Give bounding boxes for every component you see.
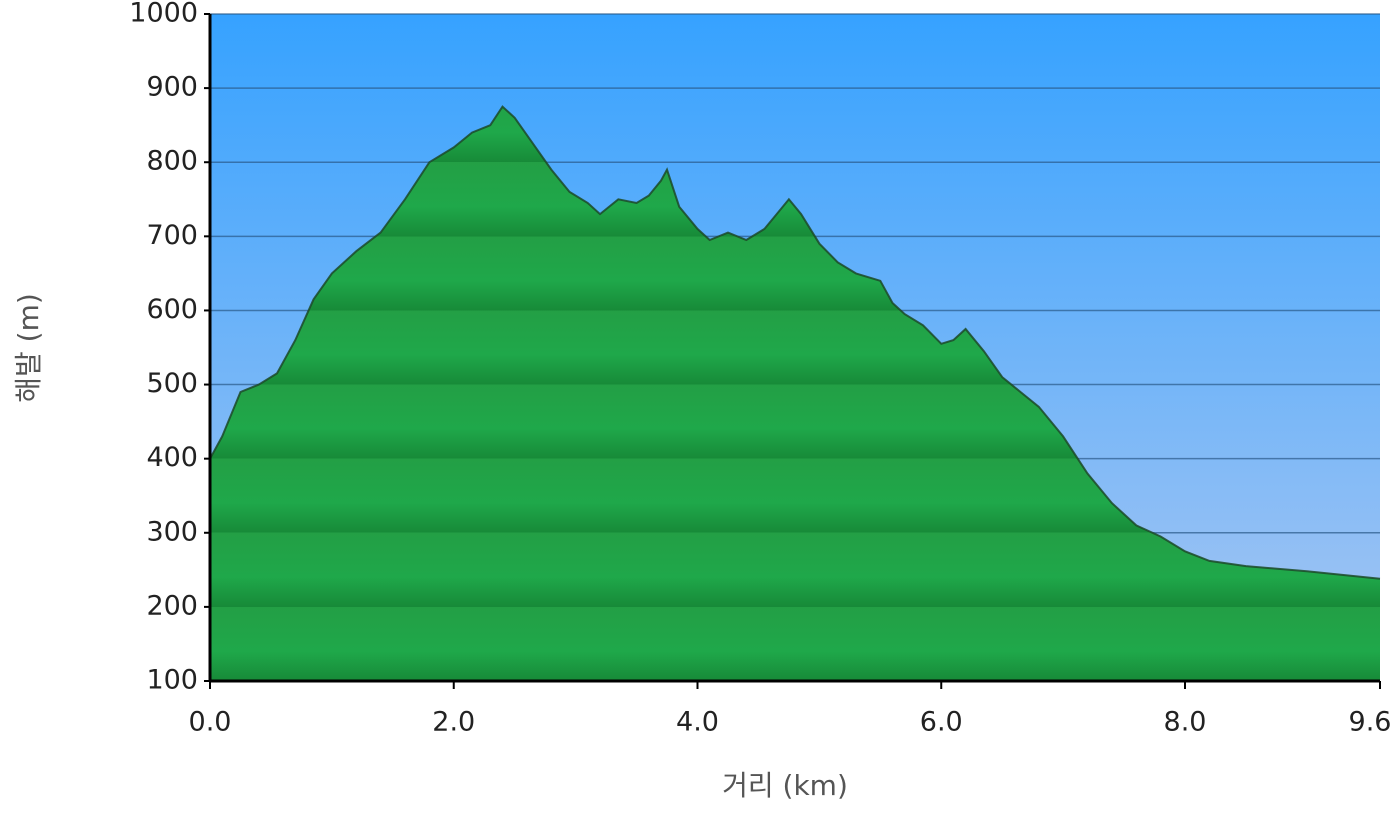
y-tick-label: 800	[146, 146, 198, 177]
y-tick-label: 200	[146, 590, 198, 621]
x-tick-label: 9.6	[1349, 707, 1392, 738]
y-tick-label: 1000	[129, 0, 198, 29]
area-fill	[210, 106, 1380, 682]
y-tick-label: 100	[146, 665, 198, 696]
y-axis-title: 해발 (m)	[12, 293, 45, 403]
x-tick-label: 8.0	[1164, 707, 1207, 738]
x-tick-label: 2.0	[432, 707, 475, 738]
x-axis-title: 거리 (km)	[722, 769, 848, 802]
x-tick-label: 4.0	[676, 707, 719, 738]
y-tick-label: 500	[146, 368, 198, 399]
y-tick-label: 700	[146, 220, 198, 251]
area-line	[209, 105, 1381, 580]
y-tick-label: 600	[146, 294, 198, 325]
x-tick-label: 0.0	[189, 707, 232, 738]
y-tick-label: 900	[146, 72, 198, 103]
y-tick-label: 300	[146, 516, 198, 547]
x-tick-label: 6.0	[920, 707, 963, 738]
y-tick-label: 400	[146, 442, 198, 473]
